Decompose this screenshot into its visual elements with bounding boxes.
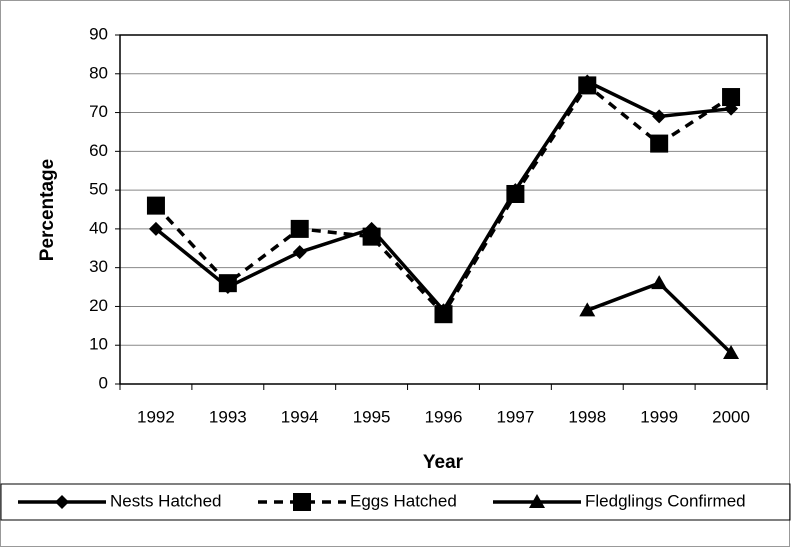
marker-square [506, 184, 525, 203]
marker-triangle [529, 494, 545, 508]
marker-diamond [652, 109, 667, 124]
y-tick-label: 80 [89, 63, 108, 82]
x-tick-label: 1995 [353, 407, 391, 426]
x-tick-label: 1993 [209, 407, 247, 426]
legend-label: Fledglings Confirmed [585, 491, 746, 510]
x-tick-label: 2000 [712, 407, 750, 426]
y-tick-label: 0 [99, 373, 108, 392]
marker-square [722, 88, 741, 107]
x-tick-label: 1998 [568, 407, 606, 426]
marker-triangle [651, 275, 668, 290]
legend-label: Nests Hatched [110, 491, 222, 510]
marker-square [578, 76, 597, 95]
y-tick-label: 90 [89, 24, 108, 43]
marker-square [218, 274, 237, 293]
marker-square [650, 134, 669, 153]
y-tick-label: 20 [89, 296, 108, 315]
x-axis-title: Year [423, 452, 464, 473]
marker-triangle [723, 344, 740, 359]
x-tick-label: 1992 [137, 407, 175, 426]
x-tick-label: 1994 [281, 407, 319, 426]
marker-square [293, 493, 311, 511]
marker-square [362, 227, 381, 246]
y-tick-label: 70 [89, 102, 108, 121]
y-tick-label: 60 [89, 141, 108, 160]
y-tick-label: 30 [89, 257, 108, 276]
x-tick-label: 1997 [496, 407, 534, 426]
marker-diamond [55, 495, 69, 509]
marker-diamond [148, 221, 163, 236]
marker-triangle [579, 302, 596, 317]
y-axis-title: Percentage [37, 159, 58, 261]
marker-square [146, 196, 165, 215]
y-tick-label: 40 [89, 218, 108, 237]
x-tick-label: 1996 [425, 407, 463, 426]
plot-frame [119, 34, 768, 385]
y-tick-label: 10 [89, 335, 108, 354]
x-tick-label: 1999 [640, 407, 678, 426]
legend-label: Eggs Hatched [350, 491, 457, 510]
marker-diamond [292, 245, 307, 260]
legend-box [0, 483, 791, 521]
marker-square [290, 219, 309, 238]
marker-square [434, 305, 453, 324]
y-tick-label: 50 [89, 180, 108, 199]
